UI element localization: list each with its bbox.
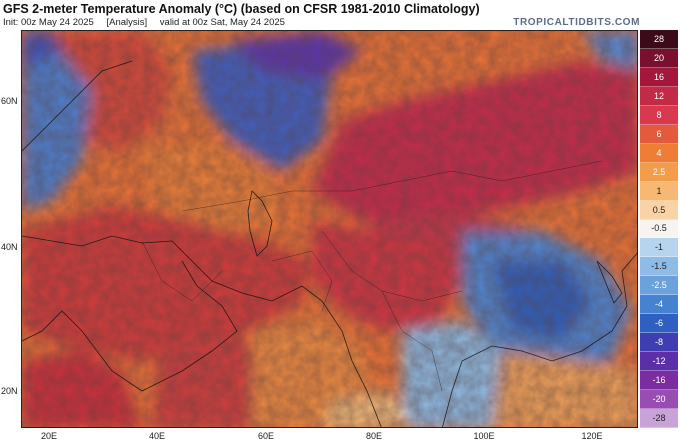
valid-time: valid at 00z Sat, May 24 2025 [159,17,285,28]
colorbar-label: -4 [654,299,663,310]
colorbar-label: 0.5 [652,204,666,215]
colorbar-swatch: -8 [640,333,678,353]
lat-label: 60N [1,96,18,106]
colorbar-label: 8 [656,109,662,120]
colorbar-label: 6 [656,128,662,139]
coastlines [22,60,637,427]
colorbar-label: -8 [654,337,663,348]
colorbar-swatch: 16 [640,67,678,87]
colorbar-label: -12 [652,356,666,367]
colorbar-legend: 28 20 16 12 8 6 4 2.5 1 0.5 -0.5 -1 -1.5 -2.5 -4 -6 -8 -1… [640,30,678,428]
colorbar-swatch: 6 [640,124,678,144]
colorbar-label: 1 [656,185,662,196]
colorbar-swatch: 8 [640,105,678,125]
colorbar-label: 2.5 [652,166,666,177]
colorbar-label: -0.5 [651,223,667,234]
colorbar-swatch: -6 [640,314,678,334]
colorbar-swatch: 20 [640,48,678,68]
anomaly-map [21,30,638,428]
colorbar-swatch: 12 [640,86,678,106]
colorbar-swatch: 4 [640,143,678,163]
colorbar-label: 4 [656,147,662,158]
lon-label: 120E [581,431,603,441]
colorbar-label: 28 [653,33,664,44]
colorbar-swatch: -12 [640,352,678,372]
colorbar-label: -28 [652,413,666,424]
colorbar-swatch: 2.5 [640,162,678,182]
lat-label: 40N [1,242,18,252]
colorbar-swatch: -1 [640,238,678,258]
lon-label: 20E [40,431,58,441]
colorbar-swatch: -1.5 [640,257,678,277]
colorbar-label: -1.5 [651,261,667,272]
map-title: GFS 2-meter Temperature Anomaly (°C) (ba… [3,2,480,16]
colorbar-label: 12 [653,90,664,101]
colorbar-label: -2.5 [651,280,667,291]
texture-overlay [22,31,637,427]
colorbar-swatch: -20 [640,390,678,410]
colorbar-swatch: -2.5 [640,276,678,296]
init-time: Init: 00z May 24 2025 [3,17,94,28]
lon-label: 60E [257,431,275,441]
lon-label: 80E [365,431,383,441]
colorbar-label: -20 [652,394,666,405]
colorbar-swatch: -0.5 [640,219,678,239]
colorbar-label: -6 [654,318,663,329]
lat-label: 20N [1,386,18,396]
brand-watermark: TROPICALTIDBITS.COM [513,17,640,28]
colorbar-label: 16 [653,71,664,82]
colorbar-swatch: 0.5 [640,200,678,220]
colorbar-label: 20 [653,52,664,63]
map-subtitle: Init: 00z May 24 2025 [Analysis] valid a… [3,17,295,28]
lon-label: 100E [473,431,495,441]
lon-label: 40E [148,431,166,441]
colorbar-swatch: -4 [640,295,678,315]
colorbar-swatch: 1 [640,181,678,201]
colorbar-swatch: 28 [640,30,678,49]
run-type: [Analysis] [106,17,148,28]
anomaly-map-graphic [22,31,637,427]
colorbar-label: -16 [652,375,666,386]
country-borders [141,160,603,392]
colorbar-swatch: -16 [640,371,678,391]
colorbar-label: -1 [654,242,663,253]
colorbar-swatch: -28 [640,409,678,428]
